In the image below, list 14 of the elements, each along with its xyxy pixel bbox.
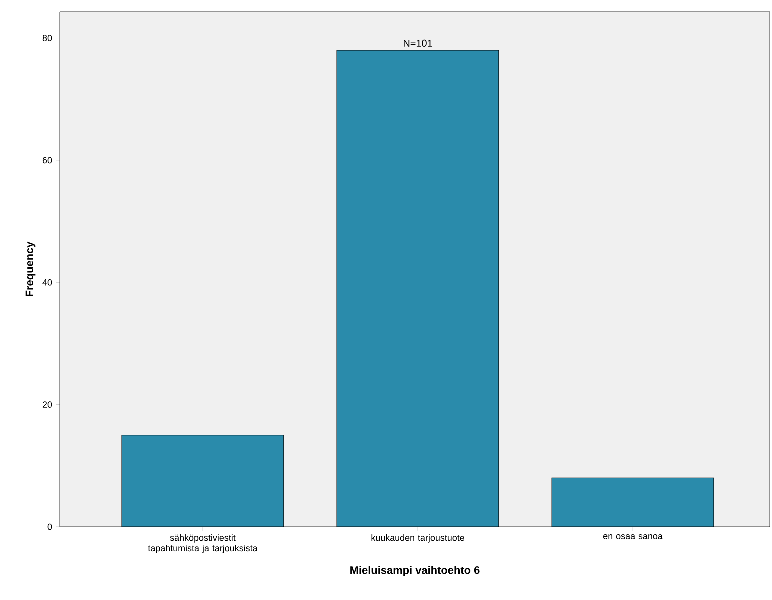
x-axis-title: Mieluisampi vaihtoehto 6 [350,566,480,576]
bar [552,478,714,527]
x-tick-label: kuukauden tarjoustuote [372,534,464,543]
x-tick-label: en osaa sanoa [604,534,663,540]
y-tick-label: 0 [48,524,52,530]
y-tick-label: 40 [42,279,52,286]
x-tick-label: sähköpostiviestit tapahtumista ja tarjouksista [148,534,258,554]
bar [122,435,284,527]
y-tick-label: 80 [42,35,52,42]
annotation: N=101 [404,40,432,47]
y-axis-title: Frequency [26,242,36,296]
y-tick-label: 20 [42,402,52,408]
bar [337,50,499,527]
y-tick-label: 60 [42,157,52,164]
